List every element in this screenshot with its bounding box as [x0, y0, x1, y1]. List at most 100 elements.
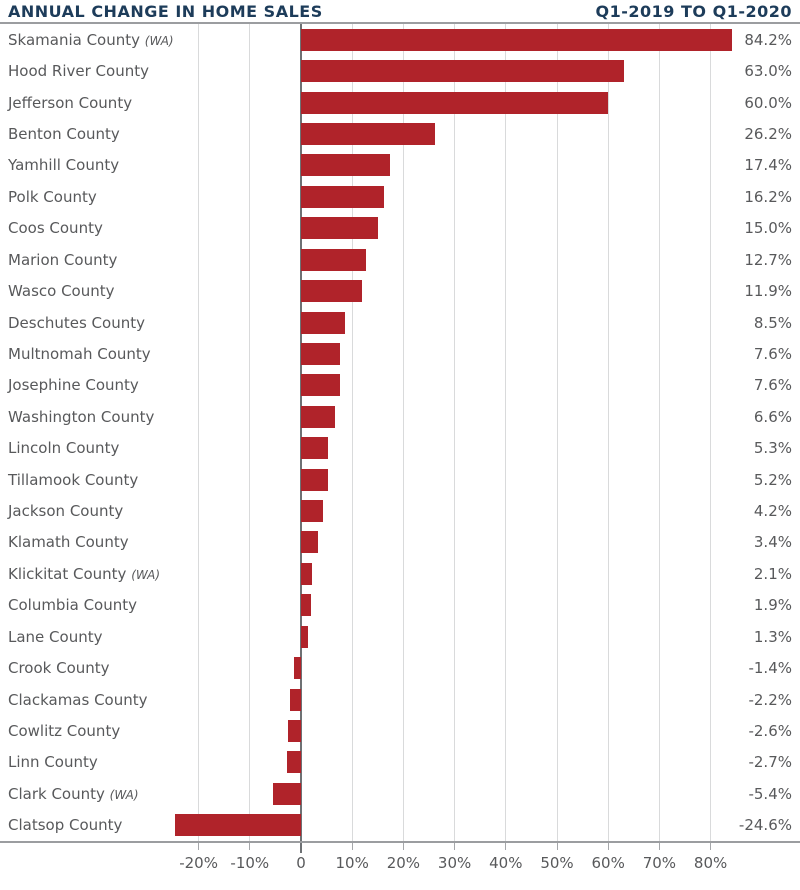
value-label: 63.0%	[744, 62, 792, 81]
chart-row: Linn County -2.7%	[0, 747, 800, 778]
state-suffix: (WA)	[109, 787, 139, 802]
value-label: 7.6%	[753, 376, 792, 395]
chart-row: Polk County 16.2%	[0, 181, 800, 212]
chart-row: Wasco County 11.9%	[0, 275, 800, 306]
axis-tick-label: 80%	[693, 854, 728, 872]
chart-row: Multnomah County 7.6%	[0, 338, 800, 369]
chart-row: Jackson County 4.2%	[0, 495, 800, 526]
county-label: Josephine County	[8, 376, 139, 395]
gridline	[505, 24, 507, 841]
bar	[301, 625, 308, 648]
value-label: 1.9%	[753, 596, 792, 615]
value-label: 12.7%	[744, 250, 792, 269]
gridline	[556, 24, 558, 841]
value-label: 11.9%	[744, 282, 792, 301]
bar	[287, 751, 301, 774]
value-label: 60.0%	[744, 93, 792, 112]
value-label: -24.6%	[738, 816, 792, 835]
axis-tick-label: 70%	[642, 854, 677, 872]
bar	[301, 60, 624, 83]
axis-tick	[710, 843, 712, 850]
county-label: Wasco County	[8, 282, 115, 301]
axis-tick	[607, 843, 609, 850]
zero-axis-tick	[300, 843, 302, 853]
county-label: Klickitat County (WA)	[8, 564, 161, 583]
gridline	[351, 24, 353, 841]
bar	[301, 217, 378, 240]
axis-tick	[351, 843, 353, 850]
county-label: Cowlitz County	[8, 721, 121, 740]
chart-row: Clatsop County -24.6%	[0, 810, 800, 841]
bar	[301, 91, 609, 114]
value-label: 2.1%	[753, 564, 792, 583]
axis-tick-label: 60%	[591, 854, 625, 872]
axis-tick	[198, 843, 200, 850]
bar	[301, 342, 340, 365]
bar	[301, 374, 340, 397]
county-label: Linn County	[8, 753, 98, 772]
chart-header: ANNUAL CHANGE IN HOME SALES Q1-2019 TO Q…	[0, 0, 800, 24]
value-label: -1.4%	[748, 659, 792, 678]
county-label: Columbia County	[8, 596, 138, 615]
value-label: 1.3%	[753, 627, 792, 646]
county-label: Coos County	[8, 219, 103, 238]
bar	[301, 311, 345, 334]
chart-row: Tillamook County 5.2%	[0, 464, 800, 495]
bar	[293, 657, 301, 680]
bar	[175, 814, 301, 837]
axis-tick	[249, 843, 251, 850]
county-label: Lincoln County	[8, 439, 120, 458]
axis-tick	[402, 843, 404, 850]
bar	[301, 185, 384, 208]
value-label: 5.3%	[753, 439, 792, 458]
chart-row: Marion County 12.7%	[0, 244, 800, 275]
county-label: Crook County	[8, 659, 110, 678]
bar	[301, 28, 733, 51]
gridline	[658, 24, 660, 841]
state-suffix: (WA)	[131, 567, 161, 582]
chart-row: Klamath County 3.4%	[0, 527, 800, 558]
axis-tick-label: 50%	[540, 854, 574, 872]
chart-row: Columbia County 1.9%	[0, 590, 800, 621]
bar	[301, 562, 312, 585]
chart-row: Clackamas County -2.2%	[0, 684, 800, 715]
gridline	[454, 24, 456, 841]
axis-tick-label: 20%	[386, 854, 421, 872]
value-label: 3.4%	[753, 533, 792, 552]
value-label: 6.6%	[753, 407, 792, 426]
chart-row: Lane County 1.3%	[0, 621, 800, 652]
value-label: 7.6%	[753, 344, 792, 363]
axis-tick	[556, 843, 558, 850]
chart-row: Cowlitz County -2.6%	[0, 715, 800, 746]
county-label: Marion County	[8, 250, 118, 269]
bar	[301, 437, 329, 460]
chart-row: Hood River County 63.0%	[0, 55, 800, 86]
gridline	[198, 24, 200, 841]
county-label: Polk County	[8, 187, 97, 206]
value-label: 5.2%	[753, 470, 792, 489]
county-label: Skamania County (WA)	[8, 30, 174, 49]
county-label: Lane County	[8, 627, 103, 646]
value-label: 16.2%	[744, 187, 792, 206]
bar	[289, 688, 301, 711]
value-label: 17.4%	[744, 156, 792, 175]
bar	[301, 122, 436, 145]
value-label: -2.7%	[748, 753, 792, 772]
county-label: Clatsop County	[8, 816, 123, 835]
value-label: 26.2%	[744, 124, 792, 143]
axis-tick	[658, 843, 660, 850]
gridline	[607, 24, 609, 841]
value-label: -5.4%	[748, 784, 792, 803]
chart-row: Lincoln County 5.3%	[0, 432, 800, 463]
county-label: Clark County (WA)	[8, 784, 139, 803]
plot-area: Skamania County (WA) 84.2% Hood River Coun…	[0, 24, 800, 841]
gridline	[710, 24, 712, 841]
county-label: Tillamook County	[8, 470, 139, 489]
value-label: -2.2%	[748, 690, 792, 709]
gridline	[249, 24, 251, 841]
axis-tick-label: 30%	[437, 854, 472, 872]
axis-tick	[505, 843, 507, 850]
bar	[287, 719, 301, 742]
county-label: Benton County	[8, 124, 120, 143]
